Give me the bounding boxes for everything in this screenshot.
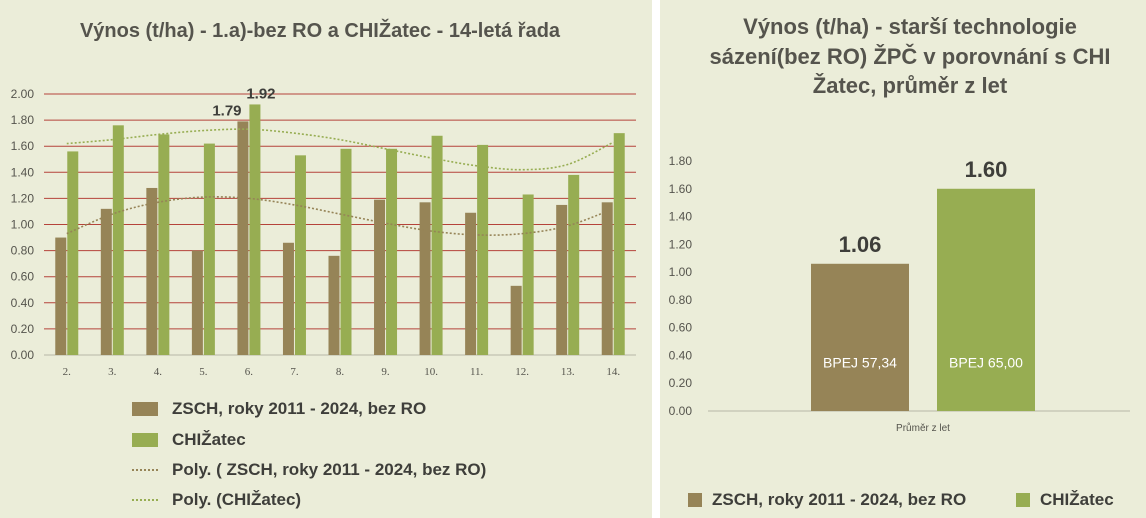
y-tick-label: 0.40 — [669, 348, 693, 362]
bar-zsch — [811, 263, 909, 411]
x-tick-label: 11. — [470, 366, 484, 378]
bar-zsch — [100, 208, 112, 355]
right-legend-item-zsch: ZSCH, roky 2011 - 2024, bez RO — [688, 490, 966, 510]
y-tick-label: 1.60 — [11, 139, 35, 153]
bar-chi — [477, 144, 489, 355]
x-tick-label: 9. — [381, 366, 390, 378]
y-tick-label: 1.80 — [669, 154, 693, 168]
bar-zsch — [465, 212, 477, 355]
y-tick-label: 1.20 — [11, 191, 35, 205]
x-tick-label: Průměr z let — [896, 422, 950, 434]
legend-swatch-zsch — [132, 402, 158, 416]
y-tick-label: 0.20 — [11, 322, 35, 336]
x-tick-label: 6. — [245, 366, 254, 378]
right-legend-swatch-zsch — [688, 493, 702, 507]
bar-chi — [431, 135, 443, 355]
y-tick-label: 0.40 — [11, 296, 35, 310]
x-tick-label: 4. — [154, 366, 163, 378]
left-chart-plot: 0.00 0.20 0.40 0.60 0.80 1.00 1.20 1.40 1.60 1.80… — [11, 85, 636, 378]
y-tick-label: 0.20 — [669, 376, 693, 390]
y-tick-label: 0.60 — [669, 321, 693, 335]
bar-chi — [386, 148, 398, 355]
bar-zsch — [237, 121, 249, 355]
y-tick-label: 0.60 — [11, 270, 35, 284]
bar-chi — [294, 155, 306, 355]
y-tick-label: 2.00 — [11, 87, 35, 101]
data-label: 1.06 — [839, 232, 882, 257]
x-tick-label: 3. — [108, 366, 117, 378]
bar-chi — [340, 148, 352, 355]
legend-label-poly-zsch: Poly. ( ZSCH, roky 2011 - 2024, bez RO) — [172, 460, 487, 479]
y-tick-label: 1.40 — [11, 165, 35, 179]
y-tick-label: 1.60 — [669, 182, 693, 196]
legend-item-poly-chi: Poly. (CHIŽatec) — [132, 490, 301, 510]
x-tick-label: 10. — [424, 366, 438, 378]
bar-zsch — [55, 237, 67, 355]
left-chart-panel: Výnos (t/ha) - 1.a)-bez RO a CHIŽatec - … — [0, 0, 652, 518]
bar-inner-label: BPEJ 57,34 — [823, 354, 897, 370]
bar-chi — [249, 104, 261, 355]
y-tick-label: 1.00 — [669, 265, 693, 279]
bar-zsch — [146, 187, 158, 355]
x-tick-label: 8. — [336, 366, 345, 378]
trendline-chi — [66, 128, 614, 171]
y-tick-label: 0.80 — [669, 293, 693, 307]
y-tick-label: 0.80 — [11, 244, 35, 258]
bar-zsch — [419, 202, 431, 355]
legend-swatch-chi — [132, 433, 158, 447]
right-legend-swatch-chi — [1016, 493, 1030, 507]
trendline-zsch — [66, 196, 614, 236]
bar-zsch — [328, 255, 340, 355]
right-chart-title: Výnos (t/ha) - starší technologie sázení… — [709, 14, 1111, 99]
bar-inner-label: BPEJ 65,00 — [949, 354, 1023, 370]
x-tick-label: 5. — [199, 366, 208, 378]
bar-chi — [67, 151, 79, 355]
legend-item-chi: CHIŽatec — [132, 430, 246, 450]
data-label: 1.60 — [965, 157, 1008, 182]
legend-label-poly-chi: Poly. (CHIŽatec) — [172, 490, 302, 509]
y-tick-label: 0.00 — [11, 348, 35, 362]
right-legend-item-chi: CHIŽatec — [1016, 490, 1114, 510]
right-legend-label-zsch: ZSCH, roky 2011 - 2024, bez RO — [712, 490, 967, 509]
bar-zsch — [282, 242, 294, 355]
y-tick-label: 1.00 — [11, 218, 35, 232]
data-label: 1.79 — [212, 102, 241, 119]
bar-chi — [522, 194, 534, 355]
x-tick-label: 12. — [515, 366, 529, 378]
right-chart-panel: Výnos (t/ha) - starší technologie sázení… — [660, 0, 1146, 518]
left-chart-title: Výnos (t/ha) - 1.a)-bez RO a CHIŽatec - … — [79, 20, 561, 42]
legend-label-zsch: ZSCH, roky 2011 - 2024, bez RO — [172, 399, 427, 418]
bar-chi — [112, 125, 124, 355]
legend-label-chi: CHIŽatec — [172, 430, 246, 449]
legend-item-poly-zsch: Poly. ( ZSCH, roky 2011 - 2024, bez RO) — [132, 460, 486, 480]
y-tick-label: 1.40 — [669, 210, 693, 224]
bar-zsch — [556, 204, 568, 355]
legend-line-poly-chi — [132, 499, 158, 501]
y-tick-label: 1.80 — [11, 113, 35, 127]
legend-item-zsch: ZSCH, roky 2011 - 2024, bez RO — [132, 399, 426, 419]
bar-zsch — [374, 199, 386, 355]
bar-zsch — [601, 202, 613, 355]
right-legend-label-chi: CHIŽatec — [1040, 490, 1114, 509]
bar-chi — [568, 174, 580, 355]
x-tick-label: 14. — [606, 366, 620, 378]
y-tick-label: 0.00 — [669, 404, 693, 418]
bar-chi — [158, 134, 170, 355]
bar-chi — [613, 133, 625, 355]
x-tick-label: 7. — [290, 366, 299, 378]
bar-zsch — [191, 250, 203, 355]
data-label: 1.92 — [246, 85, 275, 102]
right-chart-plot: 0.00 0.20 0.40 0.60 0.80 1.00 1.20 1.40 1.60 1.80… — [669, 154, 1130, 434]
bar-chi — [937, 188, 1035, 411]
bar-chi — [203, 143, 215, 355]
y-tick-label: 1.20 — [669, 237, 693, 251]
bar-zsch — [510, 285, 522, 355]
x-tick-label: 13. — [561, 366, 575, 378]
legend-line-poly-zsch — [132, 469, 158, 471]
x-tick-label: 2. — [63, 366, 72, 378]
